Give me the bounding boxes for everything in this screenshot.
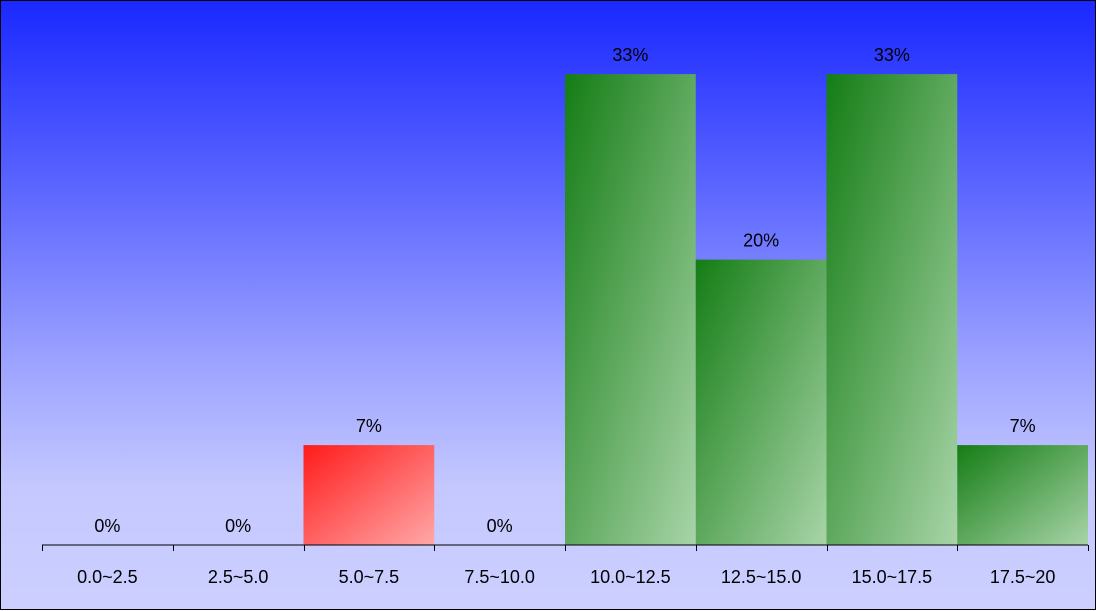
x-tick-label-6: 15.0~17.5 [852, 567, 933, 587]
data-label-6: 33% [874, 45, 910, 65]
data-label-3: 0% [487, 516, 513, 536]
bar-5 [695, 259, 827, 545]
labels-layer: 0% 0.0~2.5 0% 2.5~5.0 7% 5.0~7.5 0% 7.5~10.0 33%… [77, 45, 1055, 587]
x-tick-label-4: 10.0~12.5 [590, 567, 671, 587]
data-label-1: 0% [225, 516, 251, 536]
bar-7 [957, 445, 1088, 545]
bar-2 [303, 445, 435, 545]
data-label-5: 20% [743, 231, 779, 251]
data-label-4: 33% [612, 45, 648, 65]
bar-4 [565, 74, 696, 545]
x-tick-label-0: 0.0~2.5 [77, 567, 138, 587]
x-axis [42, 544, 1089, 551]
x-tick-label-3: 7.5~10.0 [464, 567, 535, 587]
bars-layer [303, 74, 1088, 545]
data-label-7: 7% [1010, 416, 1036, 436]
bar-6 [826, 74, 958, 545]
x-tick-label-1: 2.5~5.0 [208, 567, 269, 587]
x-tick-label-2: 5.0~7.5 [339, 567, 400, 587]
data-label-2: 7% [356, 416, 382, 436]
x-tick-label-7: 17.5~20 [990, 567, 1056, 587]
x-tick-label-5: 12.5~15.0 [721, 567, 802, 587]
data-label-0: 0% [94, 516, 120, 536]
